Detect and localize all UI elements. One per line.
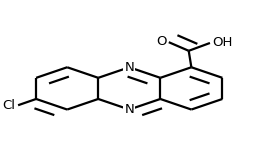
Text: Cl: Cl bbox=[2, 99, 15, 112]
Text: O: O bbox=[156, 35, 167, 48]
Text: N: N bbox=[124, 103, 134, 116]
Text: N: N bbox=[124, 61, 134, 74]
Text: OH: OH bbox=[212, 36, 232, 49]
